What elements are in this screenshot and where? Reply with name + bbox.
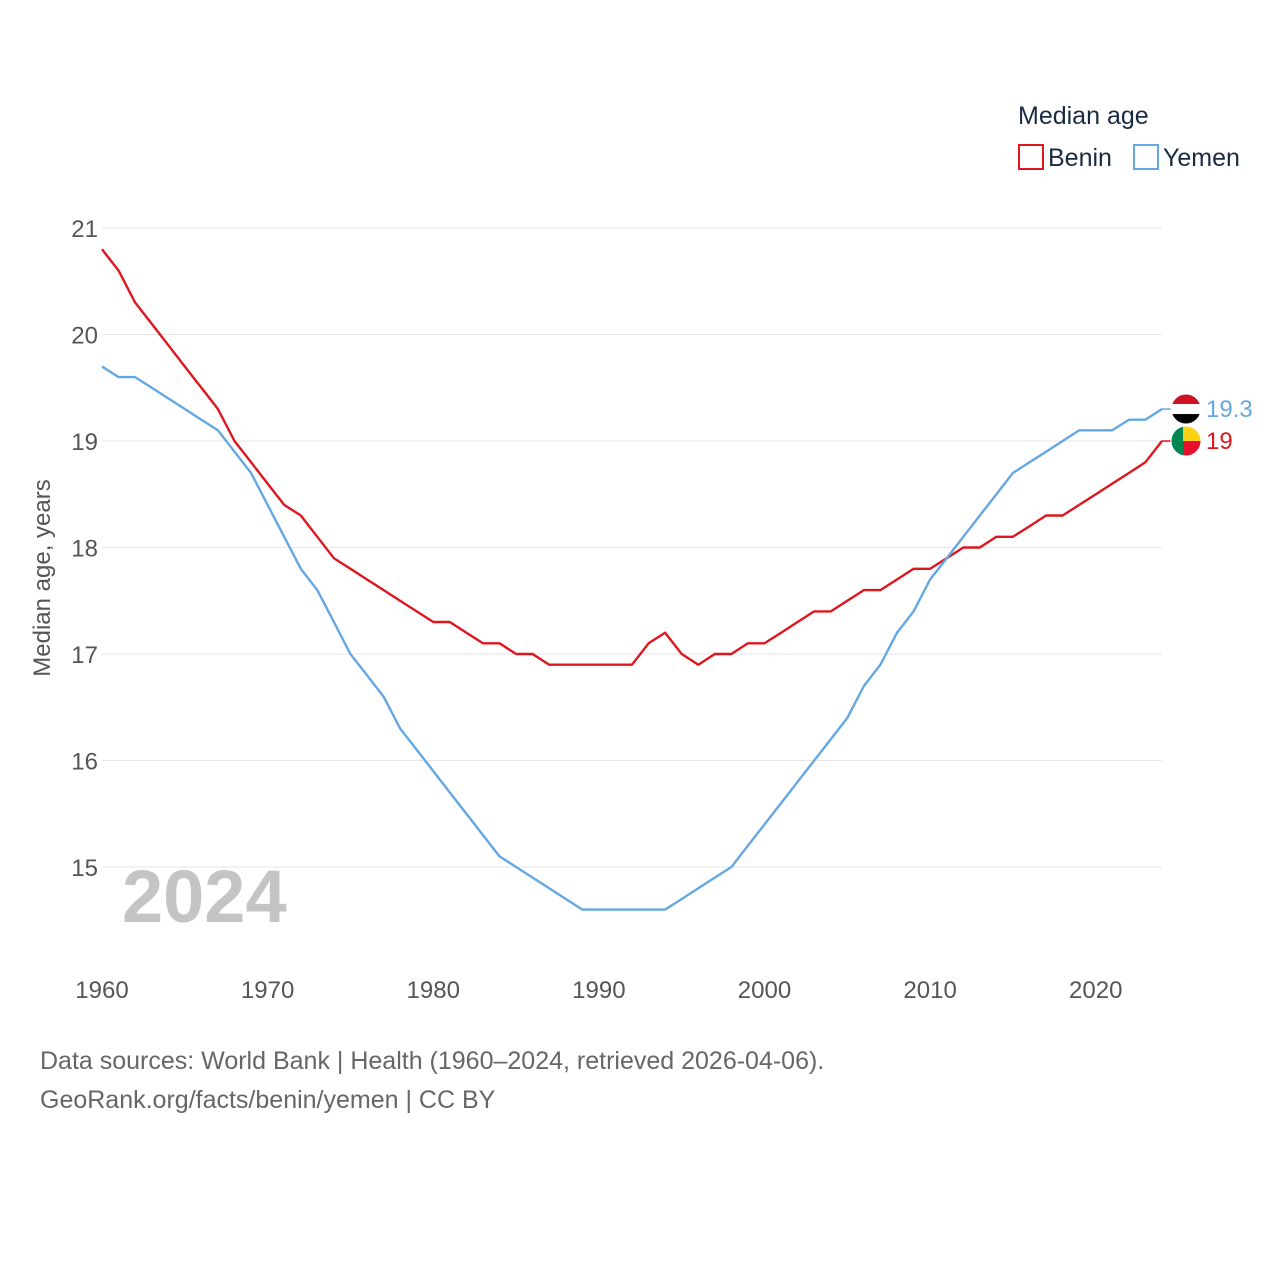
series-line-benin[interactable] <box>101 248 1163 666</box>
y-axis-ticks: 15 16 17 18 19 20 21 <box>71 216 98 882</box>
y-tick-label-18: 18 <box>71 536 98 563</box>
year-watermark: 2024 <box>122 855 287 938</box>
legend: Median age Benin Yemen <box>1018 102 1240 172</box>
y-tick-label-20: 20 <box>71 323 98 350</box>
x-tick-label-1990: 1990 <box>572 977 625 1004</box>
legend-swatch-yemen[interactable] <box>1133 144 1159 170</box>
gridlines <box>102 227 1162 868</box>
end-markers: 19 19.3 <box>1162 393 1253 457</box>
series-line-yemen[interactable] <box>101 365 1163 911</box>
x-axis-ticks: 1960 1970 1980 1990 2000 2010 2020 <box>75 977 1122 1004</box>
source-url-text[interactable]: GeoRank.org/facts/benin/yemen | CC BY <box>40 1086 496 1114</box>
y-tick-label-15: 15 <box>71 855 98 882</box>
y-tick-label-21: 21 <box>71 216 98 243</box>
legend-label-benin[interactable]: Benin <box>1048 144 1112 172</box>
x-tick-label-1960: 1960 <box>75 977 128 1004</box>
y-tick-label-17: 17 <box>71 642 98 669</box>
data-sources-text: Data sources: World Bank | Health (1960–… <box>40 1047 825 1075</box>
series-lines <box>101 248 1163 911</box>
benin-flag-icon <box>1162 425 1202 457</box>
y-tick-label-19: 19 <box>71 429 98 456</box>
end-label-yemen: 19.3 <box>1206 396 1253 423</box>
x-tick-label-2000: 2000 <box>738 977 791 1004</box>
yemen-flag-icon <box>1162 393 1202 425</box>
x-tick-label-2020: 2020 <box>1069 977 1122 1004</box>
median-age-chart: 15 16 17 18 19 20 21 1960 1970 1980 1990 2000 2010 2… <box>29 102 1253 1004</box>
y-tick-label-16: 16 <box>71 749 98 776</box>
x-tick-label-2010: 2010 <box>903 977 956 1004</box>
end-label-benin: 19 <box>1206 428 1233 455</box>
x-tick-label-1980: 1980 <box>407 977 460 1004</box>
legend-swatch-benin[interactable] <box>1018 144 1044 170</box>
legend-title: Median age <box>1018 102 1149 130</box>
legend-label-yemen[interactable]: Yemen <box>1163 144 1240 172</box>
footer: Data sources: World Bank | Health (1960–… <box>40 1042 824 1120</box>
x-tick-label-1970: 1970 <box>241 977 294 1004</box>
y-axis-label: Median age, years <box>29 479 56 676</box>
